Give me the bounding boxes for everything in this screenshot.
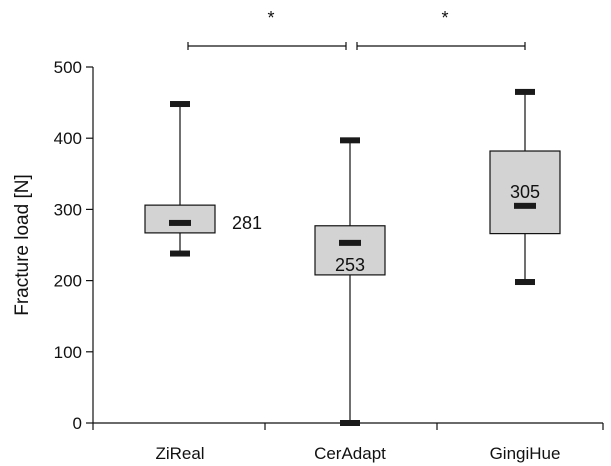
axes: 0 100 200 300 400 500 ZiReal CerAdapt GingiHue xyxy=(54,58,604,463)
min-cap xyxy=(515,279,535,286)
median-label: 253 xyxy=(335,255,365,275)
y-tick-label: 200 xyxy=(54,272,82,291)
max-cap xyxy=(340,137,360,144)
box-series: 281 253 305 xyxy=(144,88,561,426)
iqr-box xyxy=(144,204,216,234)
median-label: 281 xyxy=(232,213,262,233)
y-tick-label: 100 xyxy=(54,343,82,362)
box-zireal: 281 xyxy=(144,101,262,257)
max-cap xyxy=(515,88,535,95)
y-tick-label: 300 xyxy=(54,200,82,219)
x-tick-label: ZiReal xyxy=(155,444,204,463)
median-marker xyxy=(169,219,191,226)
iqr-box xyxy=(489,150,561,235)
significance-star: * xyxy=(441,8,448,28)
significance-bracket: * xyxy=(356,8,526,50)
x-tick-label: GingiHue xyxy=(490,444,561,463)
min-cap xyxy=(170,250,190,257)
x-tick-label: CerAdapt xyxy=(314,444,386,463)
y-tick-label: 0 xyxy=(73,414,82,433)
box-gingihue: 305 xyxy=(489,88,561,286)
y-tick-label: 500 xyxy=(54,58,82,77)
significance-bracket: * xyxy=(187,8,347,50)
max-cap xyxy=(170,101,190,108)
min-cap xyxy=(340,420,360,426)
significance-brackets: * * xyxy=(187,8,526,50)
y-tick-label: 400 xyxy=(54,129,82,148)
y-axis-title: Fracture load [N] xyxy=(12,174,33,316)
significance-star: * xyxy=(267,8,274,28)
median-marker xyxy=(514,202,536,209)
median-marker xyxy=(339,239,361,246)
iqr-box xyxy=(314,225,386,276)
box-ceradapt: 253 xyxy=(314,137,386,426)
median-label: 305 xyxy=(510,182,540,202)
